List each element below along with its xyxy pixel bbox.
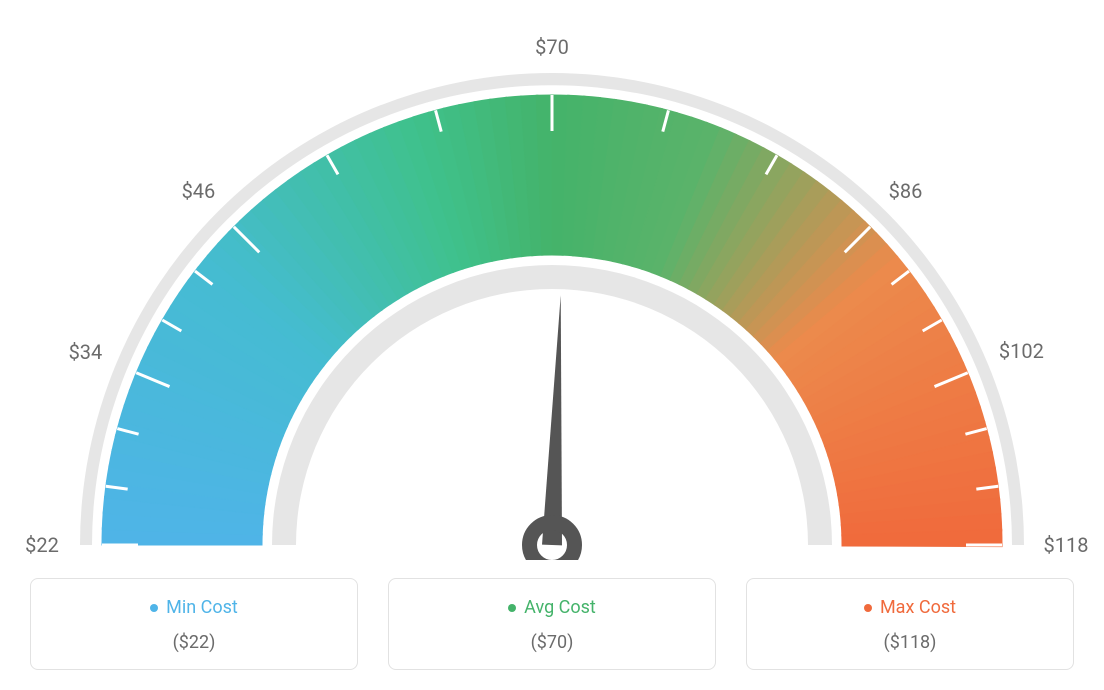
- legend-value-min: ($22): [41, 632, 347, 653]
- gauge-tick-label: $102: [999, 339, 1044, 363]
- legend-title-max: Max Cost: [864, 597, 956, 618]
- legend-label: Min Cost: [166, 597, 238, 618]
- gauge-tick-label: $70: [535, 35, 569, 59]
- legend-value-avg: ($70): [399, 632, 705, 653]
- legend-card-max: Max Cost ($118): [746, 578, 1074, 671]
- legend-row: Min Cost ($22) Avg Cost ($70) Max Cost ($118): [0, 578, 1104, 671]
- gauge-tick-label: $46: [182, 179, 216, 203]
- gauge-svg: [0, 0, 1104, 560]
- gauge-tick-label: $86: [889, 179, 923, 203]
- legend-dot-icon: [150, 604, 158, 612]
- legend-dot-icon: [864, 604, 872, 612]
- gauge-needle: [542, 295, 562, 545]
- gauge-tick-label: $34: [69, 340, 103, 364]
- legend-title-min: Min Cost: [150, 597, 238, 618]
- legend-card-min: Min Cost ($22): [30, 578, 358, 671]
- legend-value-max: ($118): [757, 632, 1063, 653]
- legend-title-avg: Avg Cost: [508, 597, 596, 618]
- gauge-tick-label: $22: [25, 533, 59, 557]
- gauge-chart: $22 $34 $46 $70 $86 $102 $118: [0, 0, 1104, 555]
- legend-dot-icon: [508, 604, 516, 612]
- legend-card-avg: Avg Cost ($70): [388, 578, 716, 671]
- legend-label: Avg Cost: [524, 597, 596, 618]
- gauge-tick-label: $118: [1044, 533, 1089, 557]
- legend-label: Max Cost: [880, 597, 956, 618]
